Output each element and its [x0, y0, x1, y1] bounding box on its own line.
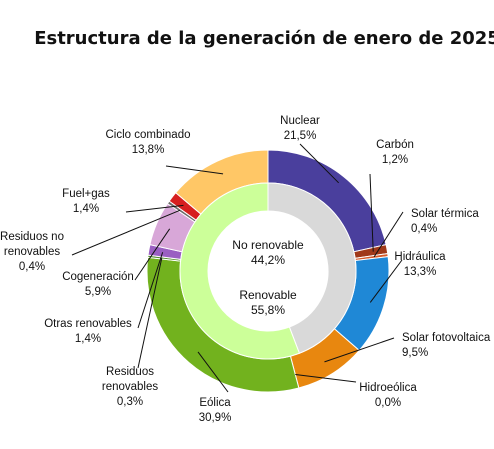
label-carbon: Carbón 1,2% [376, 139, 414, 166]
leader-carbon [369, 173, 374, 252]
label-residuos-no-renovables: Residuos no renovables 0,4% [0, 231, 64, 273]
label-fuel-gas: Fuel+gas 1,4% [62, 188, 110, 215]
leader-hidroeolica [295, 373, 357, 383]
leader-residuos-renovables [137, 257, 163, 369]
label-ciclo-combinado: Ciclo combinado 13,8% [105, 129, 190, 156]
inner-label-renovable: Renovable 55,8% [239, 288, 297, 317]
leader-residuos-no-renovables [71, 209, 181, 256]
slice-labels: Nuclear 21,5% Carbón 1,2% Solar térmica 0,4% H… [0, 115, 491, 424]
leader-fuel-gas [125, 204, 184, 213]
label-nuclear: Nuclear 21,5% [280, 115, 320, 142]
chart-title: Estructura de la generación de enero de … [34, 28, 494, 49]
label-residuos-renovables: Residuos renovables 0,3% [102, 366, 159, 408]
label-eolica: Eólica 30,9% [199, 397, 232, 424]
inner-slice-no-renovable [267, 182, 357, 354]
label-otras-renovables: Otras renovables 1,4% [44, 318, 132, 345]
leader-otras-renovables [137, 252, 164, 329]
label-solar-termica: Solar térmica 0,4% [411, 208, 479, 235]
inner-slice-renovable [179, 182, 301, 360]
leader-nuclear [299, 143, 340, 184]
label-hidraulica: Hidráulica 13,3% [394, 251, 446, 278]
leader-solar-fotovoltaica [324, 337, 395, 363]
label-cogeneracion: Cogeneración 5,9% [62, 271, 134, 298]
leader-eolica [197, 351, 229, 393]
inner-label-no-renovable: No renovable 44,2% [232, 238, 304, 267]
leader-ciclo-combinado [165, 165, 224, 175]
label-solar-fotovoltaica: Solar fotovoltaica 9,5% [402, 332, 491, 359]
leader-solar-termica [373, 211, 404, 258]
leader-hidraulica [369, 259, 403, 303]
leader-lines [71, 143, 404, 393]
inner-ring [179, 182, 357, 360]
leader-cogeneracion [134, 228, 171, 281]
label-hidroeolica: Hidroeólica 0,0% [359, 382, 417, 409]
